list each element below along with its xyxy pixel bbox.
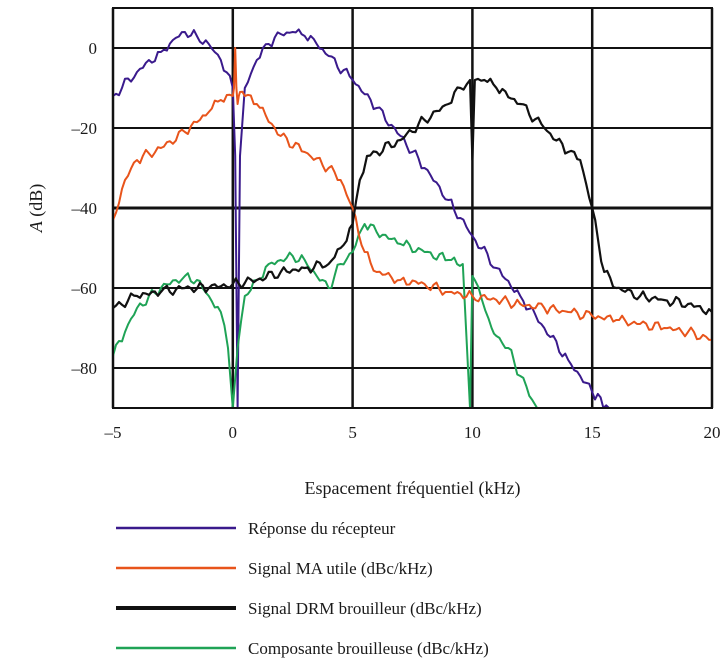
- x-tick-label: 10: [464, 423, 481, 442]
- legend-label-3: Composante brouilleuse (dBc/kHz): [248, 639, 489, 658]
- legend-label-2: Signal DRM brouilleur (dBc/kHz): [248, 599, 482, 618]
- legend-label-1: Signal MA utile (dBc/kHz): [248, 559, 433, 578]
- x-tick-label: 15: [584, 423, 601, 442]
- series-line-2: [112, 77, 713, 316]
- x-tick-label: –5: [104, 423, 122, 442]
- x-tick-label: 5: [348, 423, 357, 442]
- y-axis-title-italic: A: [26, 220, 46, 233]
- y-tick-label: –20: [71, 119, 98, 138]
- y-tick-label: –60: [71, 279, 98, 298]
- plot-frame: [112, 7, 713, 409]
- x-tick-label: 20: [704, 423, 721, 442]
- y-axis-title: A (dB): [26, 184, 47, 234]
- series-line-3: [112, 223, 538, 409]
- x-tick-label: 0: [229, 423, 238, 442]
- y-axis-title-unit: (dB): [26, 184, 47, 222]
- y-tick-label: –80: [71, 359, 98, 378]
- tick-labels: –5 0 5 10 15 20 0 –20 –40 –60 –80: [71, 39, 721, 442]
- legend: Réponse du récepteur Signal MA utile (dBc…: [116, 519, 489, 658]
- series-line-0: [112, 28, 712, 409]
- y-tick-label: 0: [89, 39, 98, 58]
- series-line-1: [112, 47, 713, 341]
- legend-label-0: Réponse du récepteur: [248, 519, 396, 538]
- grid: [111, 8, 714, 408]
- plot-series: [112, 28, 713, 409]
- y-tick-label: –40: [71, 199, 98, 218]
- x-axis-title: Espacement fréquentiel (kHz): [305, 478, 521, 499]
